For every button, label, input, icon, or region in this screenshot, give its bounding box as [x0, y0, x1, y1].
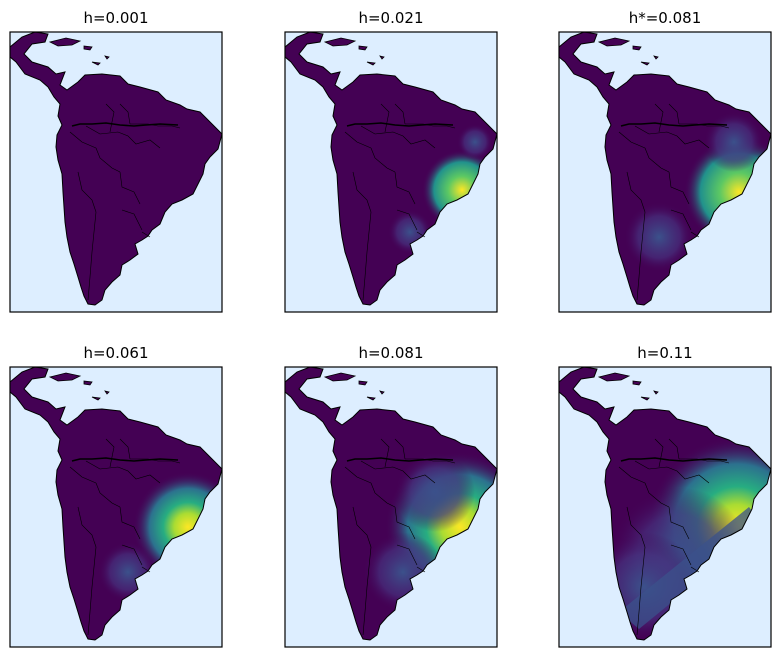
axes-frame [9, 31, 223, 313]
panel-title: h=0.11 [637, 344, 692, 362]
map-panel-6: h=0.11 [558, 344, 772, 648]
panel-title: h=0.081 [358, 344, 423, 362]
density-hotspot [704, 112, 764, 172]
panel-title: h=0.001 [83, 9, 148, 27]
density-hotspot [395, 452, 475, 532]
axes-frame [558, 31, 772, 313]
panel-title: h=0.021 [358, 9, 423, 27]
axes-frame [9, 366, 223, 648]
panel-title: h=0.061 [83, 344, 148, 362]
density-hotspot [457, 124, 493, 160]
map-panel-3: h*=0.081 [558, 9, 772, 313]
map-panel-5: h=0.081 [284, 344, 498, 648]
map-panel-1: h=0.001 [9, 9, 223, 313]
axes-frame [284, 31, 498, 313]
map-panel-4: h=0.061 [9, 344, 223, 648]
map-panel-2: h=0.021 [284, 9, 498, 313]
panel-title: h*=0.081 [629, 9, 702, 27]
axes-frame [558, 366, 772, 648]
axes-frame [284, 366, 498, 648]
density-overlay [363, 452, 497, 612]
density-hotspot [624, 202, 694, 272]
